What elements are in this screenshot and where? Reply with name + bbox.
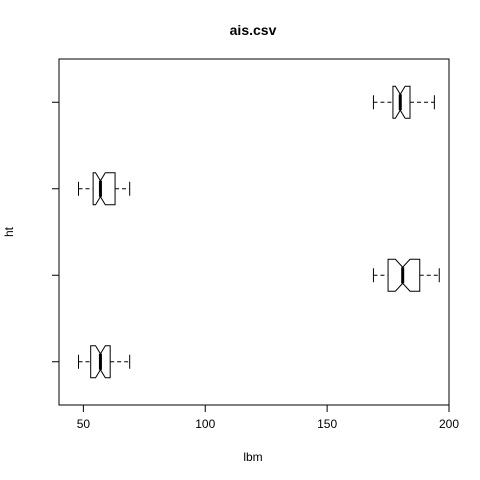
x-tick-label: 50 [77,417,91,431]
y-axis-label: ht [2,226,16,237]
boxplot-4 [372,85,435,119]
plot-frame [58,58,450,406]
x-axis: 50 100 150 200 [77,404,459,431]
x-tick-label: 100 [195,417,215,431]
notched-box [92,172,116,206]
chart-title: ais.csv [230,22,277,38]
boxplot-1 [78,345,131,379]
y-axis [52,101,60,363]
x-tick-label: 150 [317,417,337,431]
boxplot-2 [372,258,440,292]
x-axis-label: lbm [243,450,262,464]
boxplot-3 [78,172,131,206]
boxplots [78,85,440,379]
x-tick-label: 200 [439,417,459,431]
